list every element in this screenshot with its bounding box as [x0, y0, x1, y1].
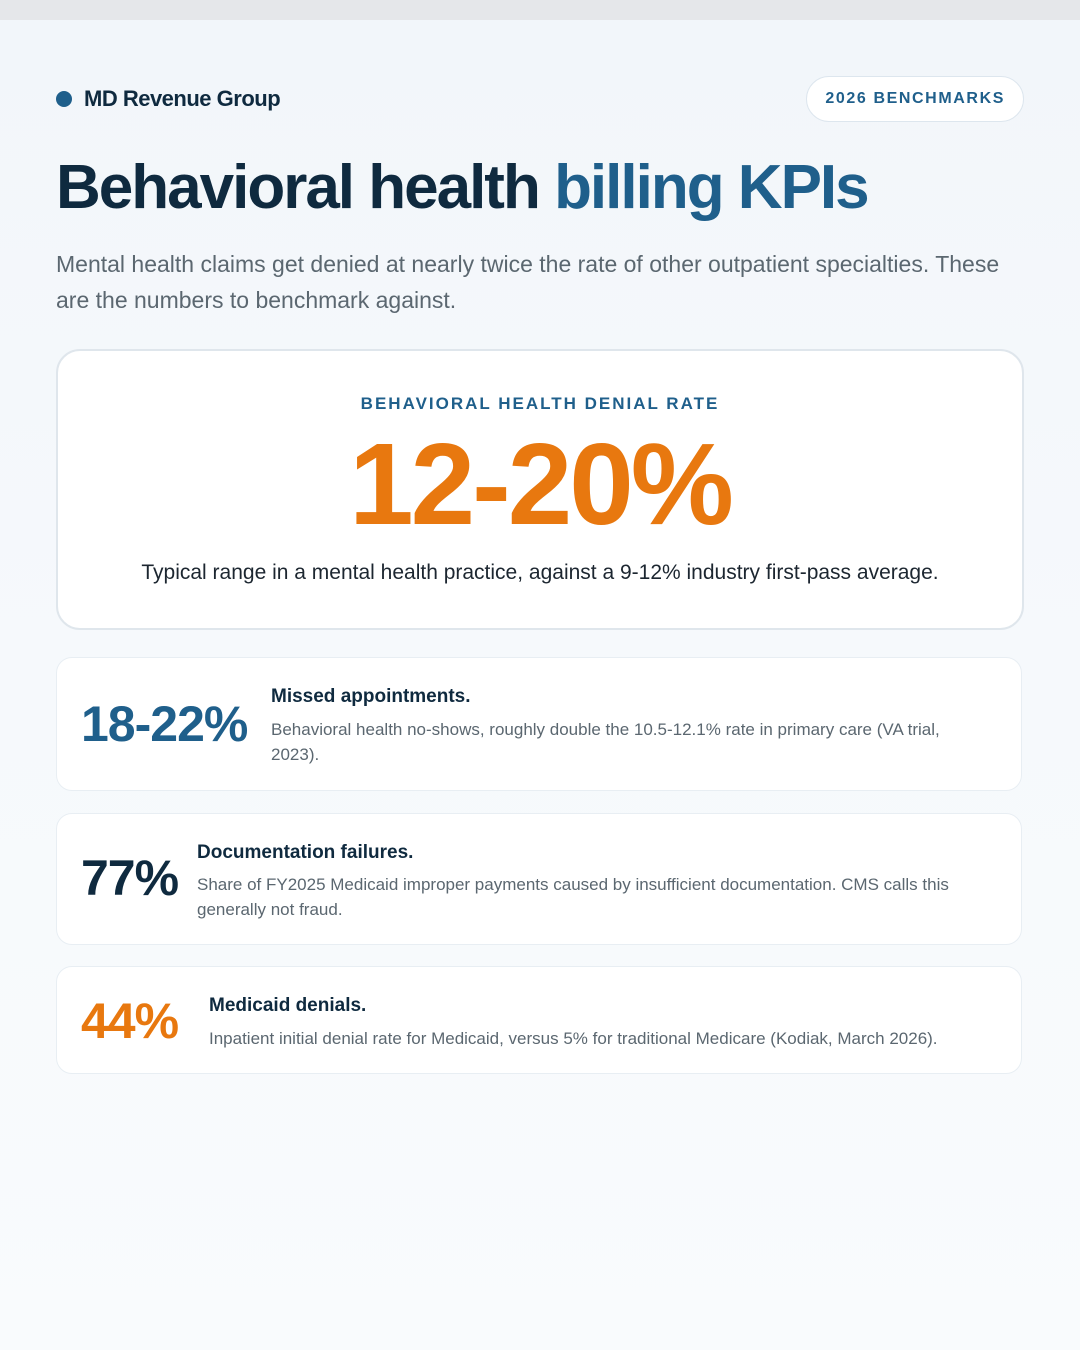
- stat-value: 77%: [81, 850, 179, 906]
- stat-title: Missed appointments.: [271, 686, 471, 707]
- hero-label: BEHAVIORAL HEALTH DENIAL RATE: [360, 394, 720, 413]
- stat-value: 44%: [81, 993, 179, 1049]
- brand-name: MD Revenue Group: [84, 86, 281, 111]
- stat-card-documentation-failures: 77% Documentation failures. Share of FY2…: [56, 813, 1022, 945]
- stat-title: Medicaid denials.: [209, 995, 367, 1016]
- hero-card: BEHAVIORAL HEALTH DENIAL RATE 12-20% Typ…: [56, 349, 1024, 630]
- title-accent: billing KPIs: [554, 153, 870, 222]
- page-subtitle: Mental health claims get denied at nearl…: [56, 251, 1000, 313]
- benchmarks-badge: 2026 BENCHMARKS: [806, 76, 1024, 122]
- stat-title: Documentation failures.: [197, 842, 414, 863]
- stat-value: 18-22%: [81, 696, 248, 752]
- stat-card-missed-appointments: 18-22% Missed appointments. Behavioral h…: [56, 657, 1022, 791]
- title-primary: Behavioral health: [56, 153, 541, 222]
- stat-description: Behavioral health no-shows, roughly doub…: [271, 720, 940, 764]
- stat-description: Inpatient initial denial rate for Medica…: [209, 1029, 938, 1048]
- brand: MD Revenue Group: [56, 76, 281, 122]
- brand-dot-icon: [56, 91, 72, 107]
- top-strip: [0, 0, 1080, 20]
- stat-description: Share of FY2025 Medicaid improper paymen…: [197, 875, 949, 919]
- page-title: Behavioral health billing KPIs: [56, 150, 870, 226]
- hero-description: Typical range in a mental health practic…: [141, 561, 939, 584]
- header: MD Revenue Group 2026 BENCHMARKS: [56, 76, 1024, 122]
- hero-value: 12-20%: [349, 419, 734, 549]
- stat-card-medicaid-denials: 44% Medicaid denials. Inpatient initial …: [56, 966, 1022, 1074]
